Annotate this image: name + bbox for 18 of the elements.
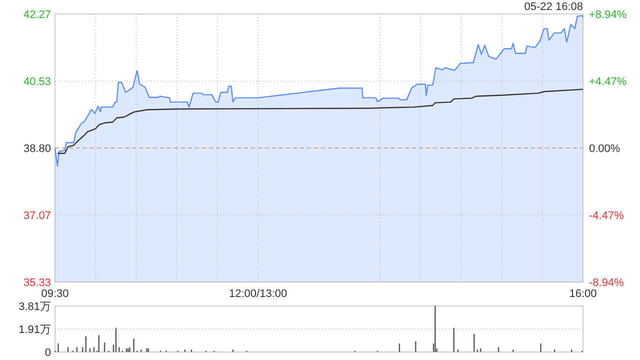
text: 05-22 16:08 — [524, 1, 583, 13]
line-series — [56, 88, 584, 154]
y-tick-label: 0 — [44, 347, 51, 359]
y-tick-label: 3.81万 — [18, 301, 51, 313]
y-tick-label: 37.07 — [23, 210, 51, 222]
y-tick-label: 42.27 — [23, 9, 51, 21]
y2-tick-label: +8.94% — [589, 9, 627, 21]
y-tick-label: 35.33 — [23, 277, 51, 289]
y2-tick-label: -4.47% — [589, 210, 624, 222]
x-tick-label: 09:30 — [41, 288, 69, 300]
y-tick-label: 40.53 — [23, 76, 51, 88]
x-tick-label: 12:00/13:00 — [229, 288, 288, 300]
y-tick-label: 1.91万 — [18, 324, 51, 336]
y2-tick-label: -8.94% — [589, 277, 624, 289]
y2-tick-label: 0.00% — [589, 143, 620, 155]
y-tick-label: 38.80 — [23, 143, 51, 155]
y2-tick-label: +4.47% — [589, 76, 627, 88]
x-tick-label: 16:00 — [569, 288, 597, 300]
